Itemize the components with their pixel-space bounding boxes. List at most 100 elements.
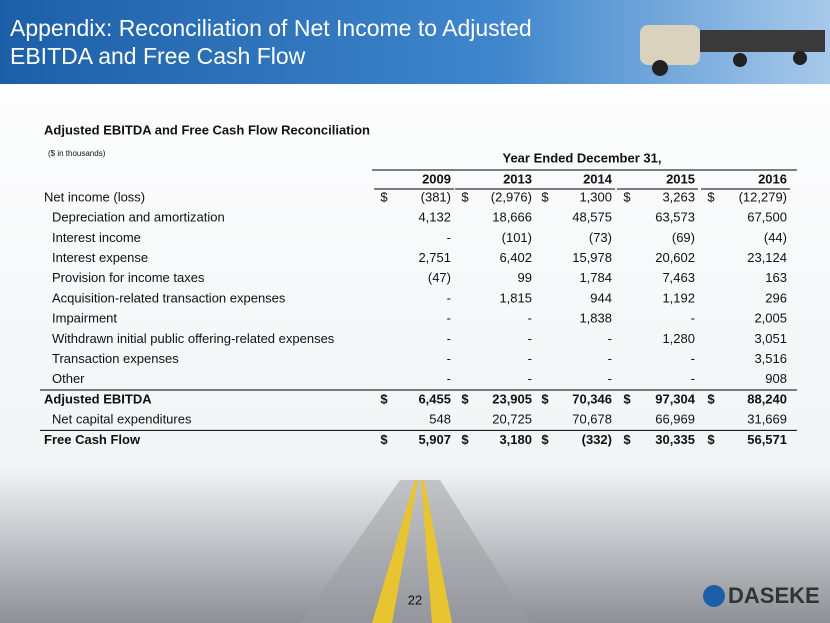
cell: - [447, 351, 451, 366]
cell: - [608, 371, 612, 386]
cell: 30,335 [655, 432, 695, 447]
currency: $ [623, 432, 631, 447]
table-title: Adjusted EBITDA and Free Cash Flow Recon… [44, 122, 370, 137]
cell: 20,602 [655, 250, 695, 265]
cell: (44) [764, 230, 787, 245]
cell: (332) [582, 432, 612, 447]
currency: $ [380, 189, 388, 204]
cell: - [447, 371, 451, 386]
road-line [372, 480, 418, 623]
cell: 70,346 [572, 391, 612, 406]
cell: 548 [429, 412, 451, 427]
cell: 2,751 [418, 250, 451, 265]
row-label: Transaction expenses [52, 351, 179, 366]
title-line: Appendix: Reconciliation of Net Income t… [10, 15, 532, 41]
logo-text: DASEKE [728, 583, 820, 608]
cell: - [447, 230, 451, 245]
cell: 3,263 [662, 189, 695, 204]
row-label: Net capital expenditures [52, 412, 192, 427]
currency: $ [623, 391, 631, 406]
currency: $ [541, 391, 549, 406]
cell: 70,678 [572, 412, 612, 427]
row-label: Acquisition-related transaction expenses [52, 290, 286, 305]
cell: 1,300 [579, 189, 612, 204]
cell: - [528, 371, 532, 386]
cell: 296 [765, 290, 787, 305]
row-label: Provision for income taxes [52, 270, 205, 285]
title-line: EBITDA and Free Cash Flow [10, 43, 306, 69]
logo: DASEKE [703, 583, 820, 608]
cell: - [528, 351, 532, 366]
cell: - [528, 311, 532, 326]
cell: 1,784 [579, 270, 612, 285]
cell: 7,463 [662, 270, 695, 285]
cell: 1,815 [499, 290, 532, 305]
cell: 15,978 [572, 250, 612, 265]
cell: (12,279) [739, 189, 787, 204]
cell: (2,976) [491, 189, 532, 204]
page-number: 22 [408, 592, 422, 607]
cell: 3,180 [499, 432, 532, 447]
cell: 67,500 [747, 210, 787, 225]
currency: $ [541, 432, 549, 447]
currency: $ [707, 391, 715, 406]
cell: 908 [765, 371, 787, 386]
cell: 20,725 [492, 412, 532, 427]
cell: 3,051 [754, 331, 787, 346]
cell: - [608, 331, 612, 346]
cell: 944 [590, 290, 612, 305]
cell: 88,240 [747, 391, 787, 406]
row-label: Interest income [52, 230, 141, 245]
cell: 4,132 [418, 210, 451, 225]
cell: 18,666 [492, 210, 532, 225]
currency: $ [541, 189, 549, 204]
cell: 48,575 [572, 210, 612, 225]
row-label: Interest expense [52, 250, 148, 265]
row-label: Net income (loss) [44, 189, 145, 204]
currency: $ [623, 189, 631, 204]
cell: 2,005 [754, 311, 787, 326]
group-header: Year Ended December 31, [503, 150, 662, 165]
cell: 66,969 [655, 412, 695, 427]
cell: 56,571 [747, 432, 787, 447]
cell: 6,402 [499, 250, 532, 265]
cell: 1,838 [579, 311, 612, 326]
cell: (47) [428, 270, 451, 285]
cell: - [447, 311, 451, 326]
currency: $ [380, 391, 388, 406]
cell: 163 [765, 270, 787, 285]
road [300, 480, 530, 623]
row-label: Adjusted EBITDA [44, 391, 152, 406]
row-label: Withdrawn initial public offering-relate… [52, 331, 335, 346]
cell: 99 [518, 270, 532, 285]
row-label: Depreciation and amortization [52, 210, 225, 225]
currency: $ [461, 189, 469, 204]
column-header: 2013 [503, 171, 532, 186]
column-header: 2014 [583, 171, 613, 186]
road-line [421, 480, 452, 623]
cell: (381) [421, 189, 451, 204]
cell: - [691, 371, 695, 386]
truck [640, 25, 825, 76]
currency: $ [461, 432, 469, 447]
row-label: Impairment [52, 311, 117, 326]
currency: $ [380, 432, 388, 447]
column-header: 2015 [666, 171, 695, 186]
row-label: Other [52, 371, 85, 386]
cell: - [691, 351, 695, 366]
cell: 31,669 [747, 412, 787, 427]
cell: 1,280 [662, 331, 695, 346]
cell: 1,192 [662, 290, 695, 305]
table-note: ($ in thousands) [48, 149, 106, 158]
cell: - [447, 331, 451, 346]
cell: - [447, 290, 451, 305]
cell: 3,516 [754, 351, 787, 366]
currency: $ [707, 189, 715, 204]
column-header: 2009 [422, 171, 451, 186]
cell: - [691, 311, 695, 326]
currency: $ [707, 432, 715, 447]
cell: (69) [672, 230, 695, 245]
cell: (101) [502, 230, 532, 245]
cell: (73) [589, 230, 612, 245]
